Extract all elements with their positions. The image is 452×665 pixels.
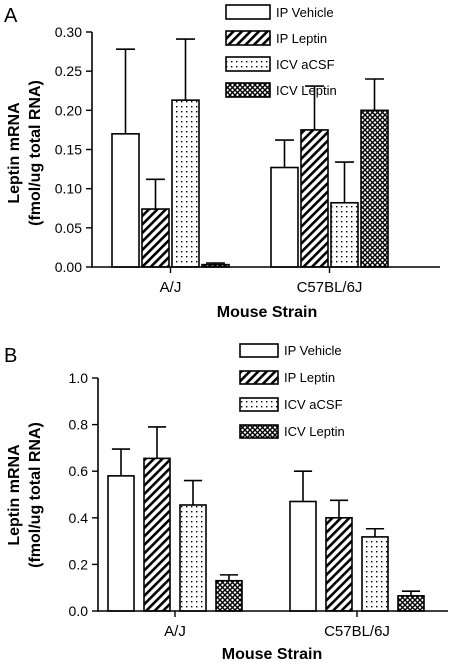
bar-open	[289, 500, 317, 612]
y-tick-label: 0.4	[69, 510, 89, 526]
bar-dotted	[330, 201, 359, 268]
legend-swatch	[239, 370, 279, 385]
x-category-label: A/J	[164, 623, 186, 640]
bar-open	[111, 133, 140, 268]
legend-label: IP Leptin	[276, 31, 327, 46]
y-tick-label: 0.8	[69, 417, 89, 433]
y-axis-title-line2: (fmol/ug total RNA)	[27, 80, 44, 226]
legend-label: IP Leptin	[284, 370, 335, 385]
legend-label: IP Vehicle	[276, 5, 334, 20]
x-axis-categories: A/J C57BL/6J	[164, 611, 390, 640]
y-tick-label: 0.30	[55, 24, 82, 40]
legend-label: ICV Leptin	[284, 424, 345, 439]
legend-swatch	[239, 343, 279, 358]
legend-label: ICV aCSF	[284, 397, 343, 412]
bar-open	[270, 166, 299, 268]
bar-crosshatch	[215, 579, 243, 612]
legend: IP Vehicle IP Leptin ICV aCSF ICV Leptin	[225, 4, 337, 98]
x-category-label: C57BL/6J	[297, 279, 363, 296]
legend-swatch	[225, 82, 271, 98]
legend-swatch	[225, 56, 271, 72]
bar-diagonal	[141, 208, 170, 268]
legend-swatch	[239, 424, 279, 439]
bar-crosshatch	[397, 595, 425, 612]
bar-diagonal	[300, 129, 329, 268]
error-bars	[111, 426, 421, 596]
y-tick-label: 0.15	[55, 142, 82, 158]
bar-dotted	[179, 504, 207, 612]
legend-swatch	[225, 4, 271, 20]
x-category-label: C57BL/6J	[324, 623, 390, 640]
y-tick-label: 0.05	[55, 220, 82, 236]
x-axis-categories: A/J C57BL/6J	[160, 267, 363, 296]
legend-label: ICV Leptin	[276, 83, 337, 98]
legend-swatch	[239, 397, 279, 412]
y-tick-label: 0.10	[55, 181, 82, 197]
bar-diagonal	[325, 516, 353, 612]
panel-letter: B	[4, 345, 17, 367]
axes	[97, 378, 448, 612]
y-tick-label: 0.00	[55, 259, 82, 275]
bar-diagonal	[143, 457, 171, 612]
legend: IP Vehicle IP Leptin ICV aCSF ICV Leptin	[239, 343, 345, 439]
y-axis-ticks: 0.0 0.2 0.4 0.6 0.8 1.0	[69, 370, 98, 619]
bar-open	[107, 475, 135, 612]
y-axis-title-line1: Leptin mRNA	[6, 102, 23, 204]
x-category-label: A/J	[160, 279, 182, 296]
bar-crosshatch	[360, 109, 389, 268]
x-axis-title: Mouse Strain	[222, 646, 322, 663]
legend-label: ICV aCSF	[276, 57, 335, 72]
bar-dotted	[171, 99, 200, 268]
panel-b: B Leptin mRNA (fmol/ug total RNA) Mouse …	[4, 343, 448, 663]
y-tick-label: 0.6	[69, 463, 89, 479]
y-tick-label: 0.25	[55, 63, 82, 79]
y-tick-label: 0.20	[55, 102, 82, 118]
y-tick-label: 0.2	[69, 556, 89, 572]
bars	[111, 99, 389, 268]
y-axis-ticks: 0.00 0.05 0.10 0.15 0.20 0.25 0.30	[55, 24, 92, 275]
legend-swatch	[225, 30, 271, 46]
bar-dotted	[361, 536, 389, 612]
y-tick-label: 1.0	[69, 370, 89, 386]
panel-a: A Leptin mRNA (fmol/ug total RNA) Mouse …	[4, 4, 440, 321]
y-tick-label: 0.0	[69, 603, 89, 619]
y-axis-title-line1: Leptin mRNA	[6, 444, 23, 546]
legend-label: IP Vehicle	[284, 343, 342, 358]
error-bars	[116, 38, 384, 265]
axes	[91, 32, 440, 268]
bars	[107, 457, 425, 612]
panel-letter: A	[4, 5, 18, 27]
y-axis-title-line2: (fmol/ug total RNA)	[27, 422, 44, 568]
x-axis-title: Mouse Strain	[217, 304, 317, 321]
